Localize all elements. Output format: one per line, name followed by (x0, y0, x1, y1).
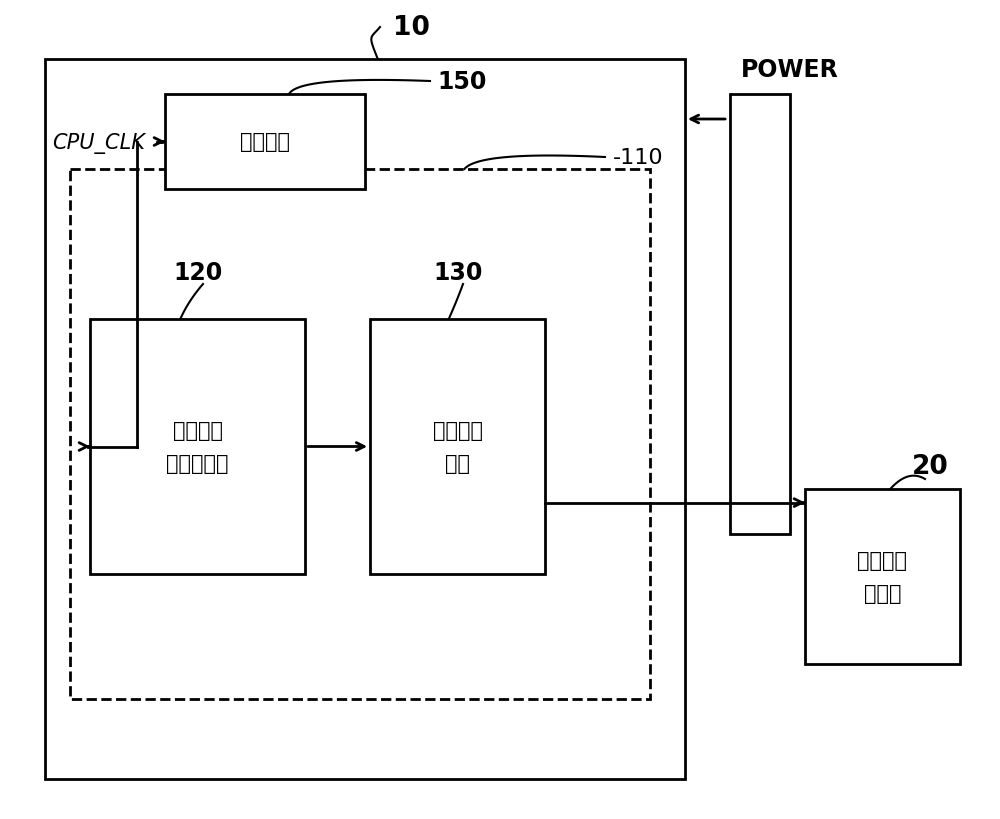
Bar (45, 60, 685, 779)
Text: 性能调整
模块: 性能调整 模块 (432, 421, 482, 473)
Text: 10: 10 (393, 15, 430, 41)
Text: 外部电压
调节器: 外部电压 调节器 (858, 550, 908, 603)
Text: 120: 120 (173, 260, 223, 285)
Bar (70, 170, 650, 699)
Text: 150: 150 (437, 70, 486, 94)
Text: 第一硬件
性能监视器: 第一硬件 性能监视器 (166, 421, 229, 473)
Bar (730, 95, 790, 534)
Text: POWER: POWER (741, 58, 839, 82)
Bar (165, 95, 365, 190)
Bar (370, 319, 545, 574)
Bar (805, 490, 960, 664)
Text: CPU_CLK: CPU_CLK (52, 133, 145, 154)
Text: 130: 130 (433, 260, 483, 285)
Text: -110: -110 (613, 147, 664, 168)
Text: 20: 20 (912, 454, 948, 479)
Text: 逻辑电路: 逻辑电路 (240, 133, 290, 152)
Bar (90, 319, 305, 574)
